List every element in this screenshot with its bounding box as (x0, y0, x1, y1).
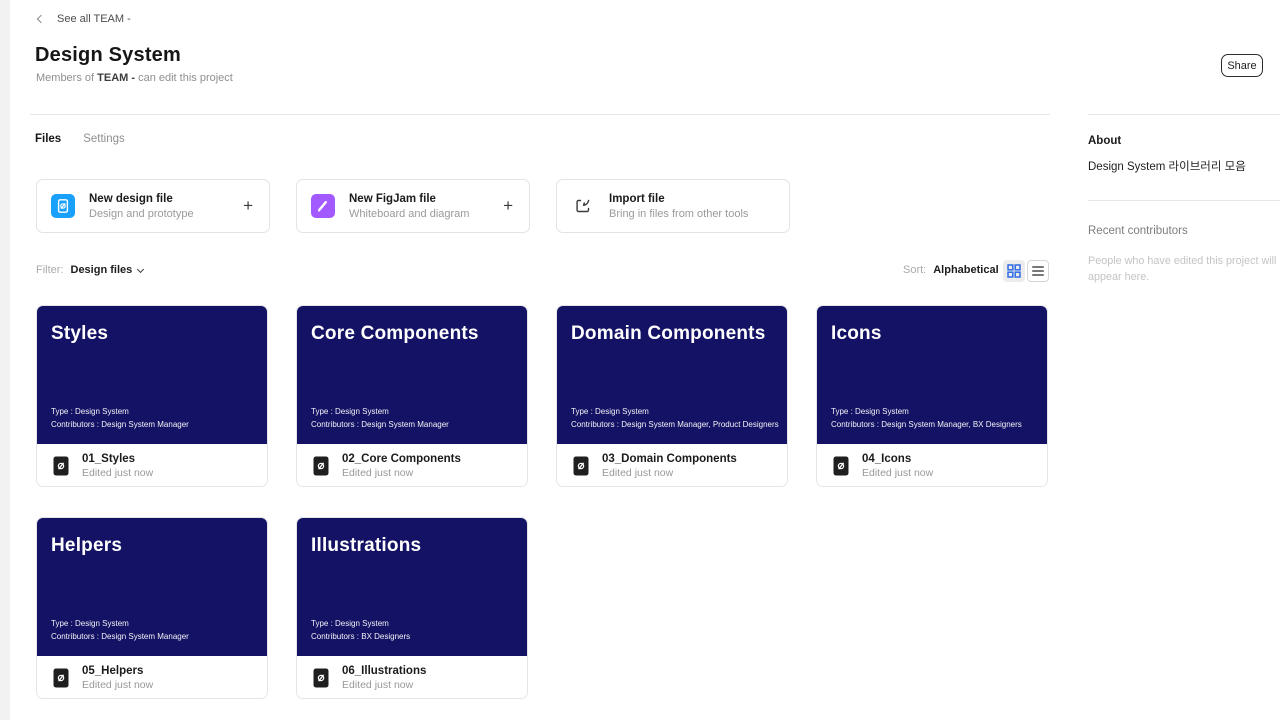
tab-settings[interactable]: Settings (83, 133, 125, 145)
about-heading: About (1088, 135, 1122, 147)
file-card-icons[interactable]: Icons Type : Design System Contributors … (816, 305, 1048, 487)
thumbnail-title: Icons (831, 323, 882, 344)
page-subtitle: Members of TEAM - can edit this project (36, 72, 233, 84)
chevron-down-icon (137, 265, 145, 273)
import-file-card[interactable]: Import file Bring in files from other to… (556, 179, 790, 233)
tab-files[interactable]: Files (35, 133, 62, 145)
subtitle-prefix: Members of (36, 72, 98, 84)
file-edited: Edited just now (602, 466, 674, 479)
file-contributors: Contributors : Design System Manager, BX… (831, 419, 1022, 429)
action-card-subtitle: Bring in files from other tools (609, 207, 749, 220)
recent-contributors-text: People who have edited this project will… (1088, 255, 1277, 283)
new-design-file-card[interactable]: New design file Design and prototype + (36, 179, 270, 233)
window-edge-strip (0, 0, 10, 720)
thumbnail-title: Illustrations (311, 535, 422, 556)
thumbnail-title: Domain Components (571, 323, 766, 344)
sort-value[interactable]: Alphabetical (933, 264, 999, 276)
file-type: Type : Design System (51, 619, 129, 628)
file-thumbnail: Helpers Type : Design System Contributor… (37, 518, 267, 656)
thumbnail-title: Styles (51, 323, 109, 344)
breadcrumb[interactable]: See all TEAM - (36, 11, 131, 27)
plus-icon[interactable]: + (503, 196, 513, 215)
file-card-core-components[interactable]: Core Components Type : Design System Con… (296, 305, 528, 487)
header-divider (30, 114, 1050, 115)
design-file-icon (53, 456, 69, 476)
file-card-illustrations[interactable]: Illustrations Type : Design System Contr… (296, 517, 528, 699)
project-sidebar: About Design System 라이브러리 모음 Recent cont… (1088, 0, 1280, 720)
file-name: 06_Illustrations (342, 664, 427, 677)
back-chevron-icon[interactable] (36, 14, 46, 24)
file-contributors: Contributors : Design System Manager (311, 419, 449, 429)
action-card-subtitle: Design and prototype (89, 207, 194, 220)
filter-value[interactable]: Design files (70, 264, 133, 276)
file-type: Type : Design System (311, 407, 389, 416)
file-edited: Edited just now (862, 466, 934, 479)
file-card-helpers[interactable]: Helpers Type : Design System Contributor… (36, 517, 268, 699)
tab-bar: Files Settings (35, 133, 125, 145)
breadcrumb-label[interactable]: See all TEAM - (57, 13, 131, 25)
plus-icon[interactable]: + (243, 196, 253, 215)
design-file-icon (573, 456, 589, 476)
share-button[interactable]: Share (1221, 54, 1263, 77)
import-icon (571, 194, 595, 218)
file-type: Type : Design System (311, 619, 389, 628)
thumbnail-title: Helpers (51, 535, 123, 556)
grid-view-button[interactable] (1003, 260, 1025, 282)
action-card-title: New FigJam file (349, 192, 436, 205)
action-card-title: Import file (609, 192, 665, 205)
figjam-file-icon (311, 194, 335, 218)
file-type: Type : Design System (831, 407, 909, 416)
design-file-icon (833, 456, 849, 476)
file-name: 01_Styles (82, 452, 136, 465)
sort-dropdown[interactable]: Sort: Alphabetical (903, 264, 1011, 276)
recent-contributors-heading: Recent contributors (1088, 225, 1188, 237)
design-file-icon (53, 668, 69, 688)
file-contributors: Contributors : BX Designers (311, 631, 411, 641)
file-name: 04_Icons (862, 452, 912, 465)
file-name: 05_Helpers (82, 664, 144, 677)
file-contributors: Contributors : Design System Manager, Pr… (571, 419, 779, 429)
file-contributors: Contributors : Design System Manager (51, 419, 189, 429)
sidebar-divider (1088, 200, 1280, 201)
grid-view-icon (1007, 264, 1021, 278)
file-type: Type : Design System (571, 407, 649, 416)
file-edited: Edited just now (82, 678, 154, 691)
file-thumbnail: Core Components Type : Design System Con… (297, 306, 527, 444)
sidebar-divider-top (1088, 114, 1280, 115)
filter-label: Filter: (36, 264, 64, 276)
file-thumbnail: Icons Type : Design System Contributors … (817, 306, 1047, 444)
file-thumbnail: Domain Components Type : Design System C… (557, 306, 787, 444)
file-name: 03_Domain Components (602, 452, 737, 465)
file-name: 02_Core Components (342, 452, 461, 465)
list-view-button[interactable] (1027, 260, 1049, 282)
file-thumbnail: Illustrations Type : Design System Contr… (297, 518, 527, 656)
page-title: Design System (35, 44, 181, 66)
file-edited: Edited just now (82, 466, 154, 479)
file-edited: Edited just now (342, 466, 414, 479)
filter-dropdown[interactable]: Filter: Design files (36, 264, 145, 276)
subtitle-suffix: can edit this project (135, 72, 233, 84)
list-view-icon (1032, 266, 1044, 276)
design-file-icon (313, 456, 329, 476)
new-figjam-file-card[interactable]: New FigJam file Whiteboard and diagram + (296, 179, 530, 233)
action-card-title: New design file (89, 192, 173, 205)
thumbnail-title: Core Components (311, 323, 479, 344)
sort-label: Sort: (903, 264, 927, 276)
about-text: Design System 라이브러리 모음 (1088, 161, 1246, 173)
file-card-domain-components[interactable]: Domain Components Type : Design System C… (556, 305, 788, 487)
file-contributors: Contributors : Design System Manager (51, 631, 189, 641)
figma-design-file-icon (51, 194, 75, 218)
design-file-icon (313, 668, 329, 688)
file-type: Type : Design System (51, 407, 129, 416)
file-card-styles[interactable]: Styles Type : Design System Contributors… (36, 305, 268, 487)
team-name[interactable]: TEAM - (97, 72, 136, 84)
action-card-subtitle: Whiteboard and diagram (349, 207, 470, 220)
file-edited: Edited just now (342, 678, 414, 691)
file-thumbnail: Styles Type : Design System Contributors… (37, 306, 267, 444)
